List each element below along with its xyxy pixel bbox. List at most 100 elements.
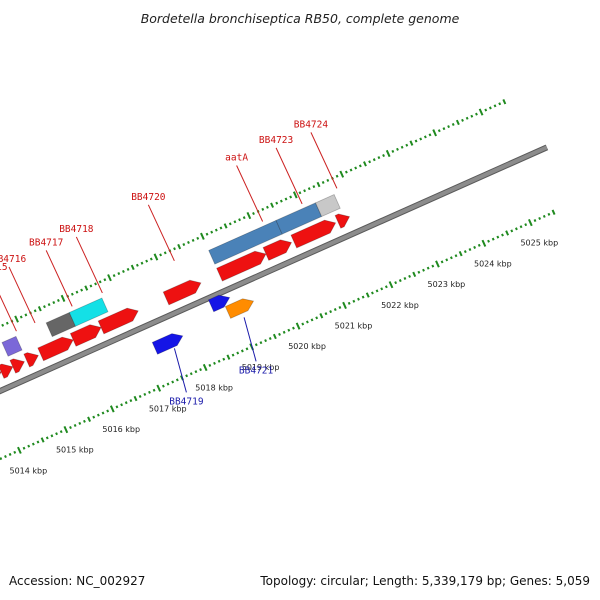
inner-ruler-tick: [515, 227, 518, 231]
inner-ruler-tick: [380, 287, 384, 291]
inner-ruler-tick: [426, 266, 430, 270]
inner-ruler-tick: [78, 421, 82, 425]
outer-ruler-tick: [484, 108, 488, 112]
inner-ruler-tick: [398, 279, 402, 283]
outer-ruler-tick: [465, 116, 469, 120]
outer-ruler-tick: [33, 309, 37, 313]
outer-ruler-tick: [409, 140, 414, 146]
outer-ruler-tick: [382, 154, 385, 158]
gene-label: BB4720: [131, 192, 166, 203]
inner-ruler-tick: [458, 250, 463, 257]
gene-f21: [334, 213, 351, 229]
inner-ruler-tick: [440, 260, 444, 264]
outer-ruler-tick: [112, 274, 116, 278]
inner-ruler-tick: [384, 285, 388, 289]
ruler-layer: 5014 kbp 5015 kbp 5016 kbp 5017 kbp 5018 kbp…: [0, 99, 558, 475]
ruler-tick-label: 5024 kbp: [474, 259, 512, 268]
outer-ruler-tick: [316, 181, 321, 188]
outer-ruler-tick: [24, 313, 28, 317]
inner-ruler-tick: [148, 390, 151, 394]
inner-ruler-tick: [217, 359, 221, 363]
inner-ruler-tick: [329, 310, 333, 314]
inner-ruler-tick: [92, 415, 96, 419]
inner-ruler-tick: [365, 292, 370, 298]
inner-ruler-tick: [371, 291, 374, 295]
outer-ruler-tick: [94, 282, 97, 286]
inner-ruler-tick: [226, 354, 231, 360]
gene-label: BB4718: [59, 224, 94, 235]
inner-ruler-tick: [292, 326, 295, 330]
ruler-tick-label: 5016 kbp: [102, 425, 140, 434]
outer-ruler-tick: [153, 253, 159, 261]
outer-ruler-tick: [219, 226, 223, 230]
outer-ruler-tick: [126, 267, 130, 271]
outer-ruler-tick: [242, 216, 246, 220]
outer-ruler-tick: [145, 259, 149, 263]
outer-ruler-tick: [488, 106, 492, 110]
outer-ruler-tick: [391, 149, 395, 153]
outer-ruler-tick: [326, 178, 330, 182]
inner-ruler-tick: [268, 337, 272, 341]
outer-ruler-tick: [284, 197, 288, 201]
outer-ruler-tick: [191, 238, 195, 242]
outer-ruler-tick: [493, 104, 497, 108]
leader-line: [75, 236, 103, 294]
ruler-tick-label: 5014 kbp: [10, 466, 48, 475]
outer-ruler-tick: [130, 264, 135, 271]
inner-ruler-tick: [171, 380, 175, 384]
outer-ruler-tick: [298, 191, 302, 195]
leader-line: [45, 250, 73, 307]
outer-ruler-tick: [349, 168, 353, 172]
outer-ruler-tick: [428, 133, 432, 137]
gene-f23: [151, 333, 184, 355]
outer-ruler-tick: [275, 201, 279, 205]
outer-ruler-tick: [279, 199, 283, 203]
inner-ruler-tick: [338, 305, 342, 309]
inner-ruler-tick: [4, 455, 7, 459]
gene-f07: [275, 202, 323, 235]
inner-ruler-tick: [55, 432, 58, 436]
inner-ruler-tick: [301, 322, 305, 326]
leader-line: [243, 317, 257, 362]
outer-ruler-tick: [182, 243, 186, 247]
outer-ruler-tick: [461, 118, 464, 122]
outer-ruler-tick: [117, 272, 121, 276]
inner-ruler-tick: [87, 416, 92, 422]
inner-ruler-tick: [435, 260, 440, 268]
leader-line: [8, 266, 36, 324]
inner-ruler-tick: [412, 271, 417, 278]
inner-ruler-tick: [272, 333, 277, 340]
ruler-tick-label: 5018 kbp: [195, 384, 233, 393]
inner-ruler-tick: [240, 349, 244, 353]
outer-ruler-tick: [57, 298, 60, 302]
outer-ruler-tick: [451, 122, 455, 127]
inner-ruler-tick: [538, 216, 542, 220]
inner-ruler-tick: [199, 368, 202, 372]
outer-ruler-tick: [377, 156, 381, 160]
outer-ruler-tick: [423, 135, 427, 139]
inner-ruler-tick: [445, 258, 449, 262]
inner-ruler-tick: [27, 444, 31, 448]
outer-ruler-tick: [447, 125, 450, 129]
gene-label: BB4715: [0, 262, 8, 273]
ruler-tick-label: 5021 kbp: [335, 321, 373, 330]
outer-ruler-tick: [339, 170, 345, 178]
inner-ruler-tick: [106, 409, 110, 413]
inner-ruler-tick: [375, 289, 379, 293]
inner-ruler-tick: [138, 394, 142, 398]
outer-ruler-tick: [103, 278, 107, 282]
inner-ruler-tick: [185, 374, 189, 378]
inner-ruler-tick: [175, 378, 179, 382]
inner-ruler-tick: [388, 281, 394, 289]
inner-ruler-tick: [510, 229, 514, 233]
inner-ruler-tick: [528, 218, 533, 227]
gene-label: BB4721: [239, 365, 274, 376]
outer-ruler-tick: [238, 218, 241, 222]
outer-ruler-tick: [19, 315, 23, 319]
outer-ruler-tick: [414, 139, 418, 143]
ruler-tick-label: 5025 kbp: [520, 239, 558, 248]
inner-ruler-tick: [96, 413, 100, 417]
outer-ruler-tick: [149, 257, 153, 261]
gene-f12: [0, 363, 14, 379]
